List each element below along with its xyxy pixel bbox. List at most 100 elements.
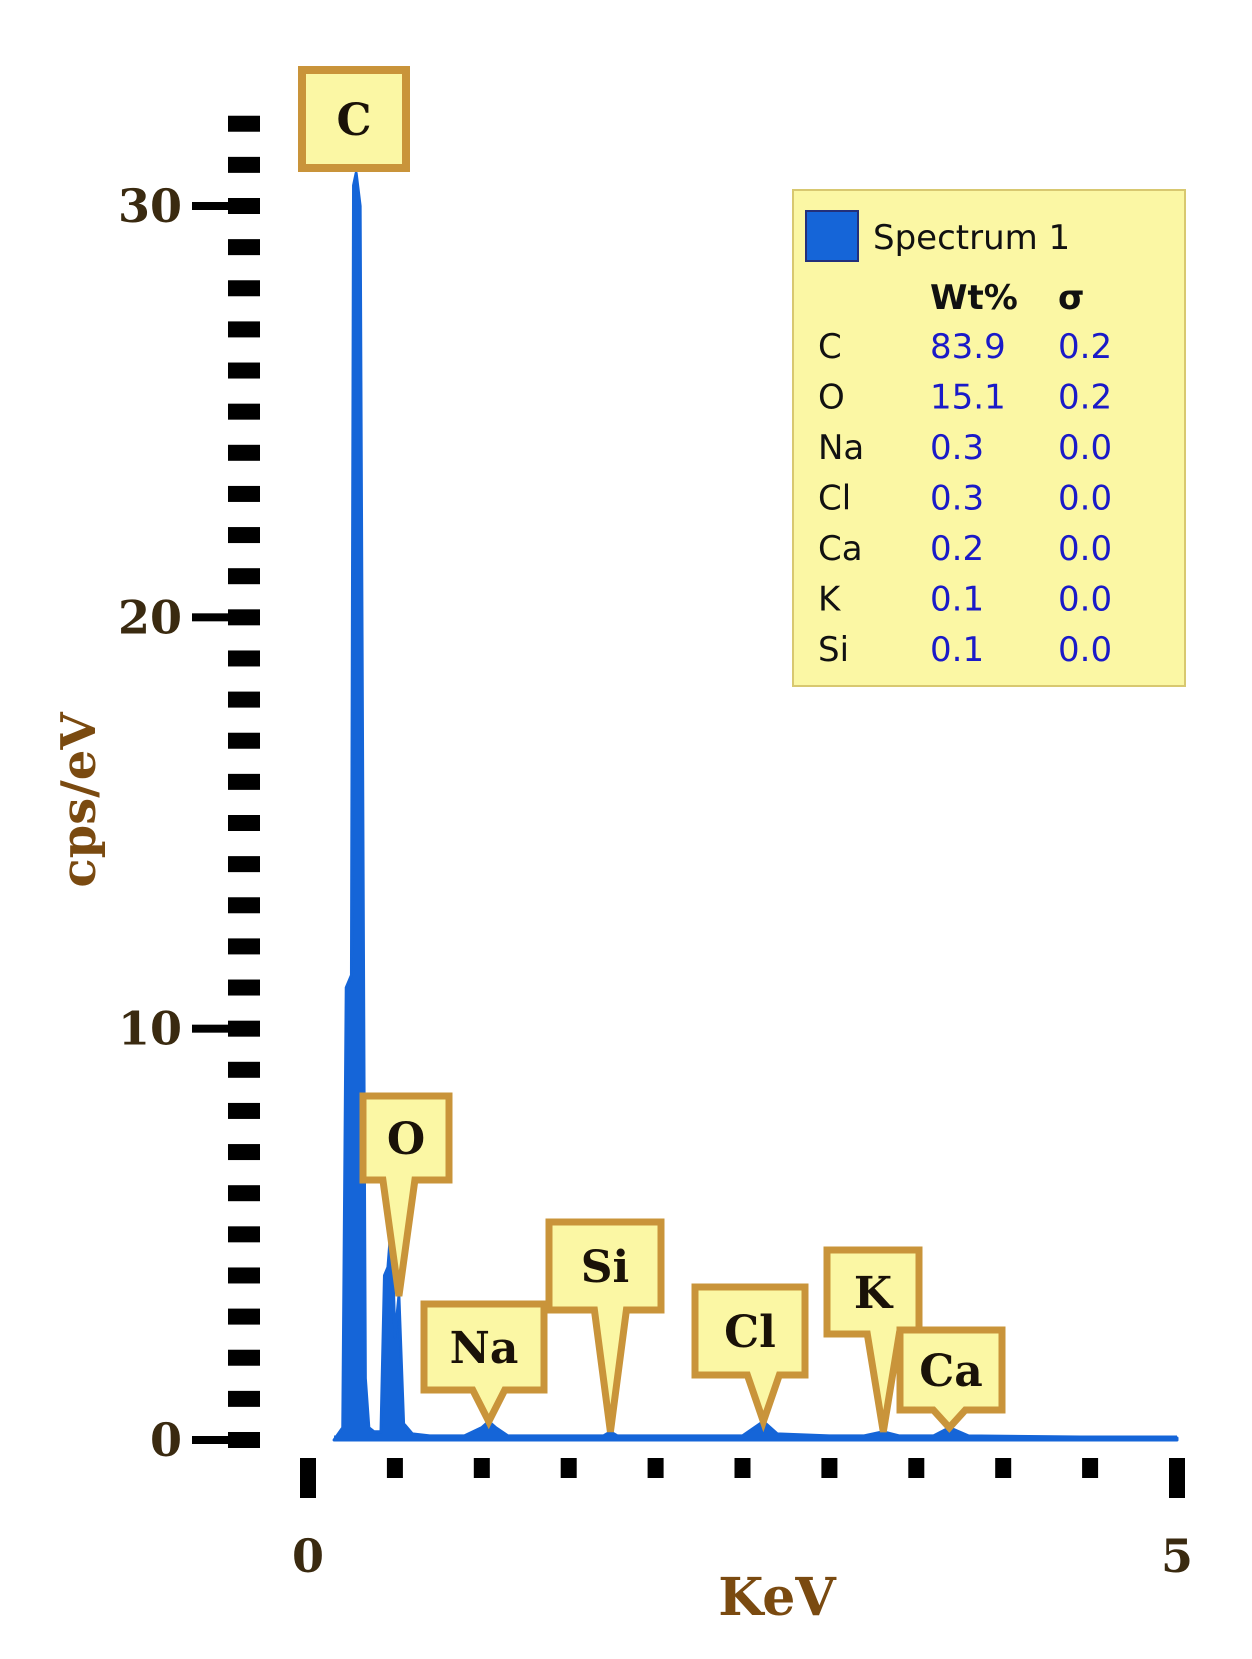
y-tick-label: 0 xyxy=(150,1413,182,1467)
y-minor-tick xyxy=(228,732,260,749)
y-minor-tick xyxy=(228,938,260,955)
y-axis-ticks xyxy=(192,115,260,1448)
peak-label-text: Cl xyxy=(724,1307,776,1358)
legend-row: Cl 0.3 0.0 xyxy=(818,479,1112,519)
peak-label-box xyxy=(823,1246,923,1433)
y-minor-tick xyxy=(228,650,260,667)
y-minor-tick xyxy=(228,1390,260,1407)
peak-label-text: C xyxy=(336,95,371,146)
legend-sigma-value: 0.0 xyxy=(1058,630,1112,670)
legend-row: O 15.1 0.2 xyxy=(818,378,1112,418)
peak-label-text: Si xyxy=(581,1242,630,1293)
legend-wt-value: 0.2 xyxy=(930,529,984,569)
peak-label-o: O xyxy=(359,1092,453,1297)
peak-label-text: O xyxy=(387,1114,425,1165)
legend-wt-value: 0.3 xyxy=(930,428,984,468)
peak-label-box xyxy=(359,1092,453,1297)
peak-label-box xyxy=(896,1326,1006,1433)
y-minor-tick xyxy=(228,115,260,132)
y-minor-tick xyxy=(228,691,260,708)
x-minor-tick xyxy=(473,1458,490,1478)
legend-wt-value: 0.3 xyxy=(930,479,984,519)
y-major-tick xyxy=(192,613,240,622)
peak-label-na: Na xyxy=(420,1300,548,1430)
y-minor-tick xyxy=(228,568,260,585)
y-minor-tick xyxy=(228,1185,260,1202)
legend-sigma-value: 0.0 xyxy=(1058,479,1112,519)
y-minor-tick xyxy=(228,280,260,297)
x-tick-label: 0 xyxy=(292,1529,324,1583)
legend-series-name: Spectrum 1 xyxy=(873,218,1070,258)
legend-row: C 83.9 0.2 xyxy=(818,327,1112,367)
y-minor-tick xyxy=(228,897,260,914)
y-axis-label: cps/eV xyxy=(51,712,107,888)
legend-row: K 0.1 0.0 xyxy=(818,580,1112,620)
y-minor-tick xyxy=(228,856,260,873)
peak-label-si: Si xyxy=(545,1218,665,1433)
legend-element: Cl xyxy=(818,479,851,519)
y-minor-tick xyxy=(228,321,260,338)
y-minor-tick xyxy=(228,1061,260,1078)
legend-element: Na xyxy=(818,428,864,468)
y-minor-tick xyxy=(228,1308,260,1325)
legend-wt-value: 83.9 xyxy=(930,327,1006,367)
x-tick-label: 5 xyxy=(1161,1529,1193,1583)
y-minor-tick xyxy=(228,1226,260,1243)
peak-label-box xyxy=(545,1218,665,1433)
y-minor-tick xyxy=(228,156,260,173)
peak-label-ca: Ca xyxy=(896,1326,1006,1433)
legend: Spectrum 1Wt% σC 83.9 0.2O 15.1 0.2Na 0.3 0.0Cl… xyxy=(792,189,1186,687)
legend-element: Ca xyxy=(818,529,863,569)
legend-sigma-value: 0.2 xyxy=(1058,327,1112,367)
peak-label-c: C xyxy=(298,66,410,172)
y-major-tick xyxy=(192,202,240,210)
y-tick-label: 20 xyxy=(118,590,182,644)
x-minor-tick xyxy=(908,1458,925,1478)
legend-wt-value: 0.1 xyxy=(930,630,984,670)
x-minor-tick xyxy=(560,1458,577,1478)
x-minor-tick xyxy=(1082,1458,1099,1478)
legend-box xyxy=(792,189,1186,687)
legend-element: Si xyxy=(818,630,849,670)
x-minor-tick xyxy=(995,1458,1012,1478)
legend-element: O xyxy=(818,378,845,418)
legend-wt-value: 15.1 xyxy=(930,378,1006,418)
x-major-tick xyxy=(300,1458,316,1498)
x-minor-tick xyxy=(386,1458,403,1478)
x-minor-tick xyxy=(647,1458,664,1478)
y-axis-tick-labels: 0 10 20 30 xyxy=(118,179,182,1467)
legend-row: Ca 0.2 0.0 xyxy=(818,529,1112,569)
y-major-tick xyxy=(192,1436,240,1444)
x-minor-tick xyxy=(821,1458,838,1478)
y-minor-tick xyxy=(228,239,260,256)
legend-header-sigma: σ xyxy=(1058,278,1084,318)
peak-label-cl: Cl xyxy=(691,1283,809,1433)
legend-header-wt: Wt% xyxy=(930,278,1018,318)
y-minor-tick xyxy=(228,1267,260,1284)
legend-element: K xyxy=(818,580,842,620)
peak-label-box xyxy=(420,1300,548,1430)
legend-row: Si 0.1 0.0 xyxy=(818,630,1112,670)
y-minor-tick xyxy=(228,527,260,544)
peak-label-text: Ca xyxy=(919,1346,983,1397)
y-minor-tick xyxy=(228,815,260,831)
legend-element: C xyxy=(818,327,842,367)
y-minor-tick xyxy=(228,485,260,502)
legend-row: Na 0.3 0.0 xyxy=(818,428,1112,468)
y-minor-tick xyxy=(228,1102,260,1119)
y-tick-label: 30 xyxy=(118,179,182,233)
peak-label-box xyxy=(298,66,410,172)
y-minor-tick xyxy=(228,773,260,790)
legend-sigma-value: 0.0 xyxy=(1058,580,1112,620)
peak-label-box xyxy=(691,1283,809,1433)
legend-sigma-value: 0.0 xyxy=(1058,428,1112,468)
legend-sigma-value: 0.2 xyxy=(1058,378,1112,418)
y-minor-tick xyxy=(228,979,260,996)
peak-label-k: K xyxy=(823,1246,923,1433)
legend-swatch xyxy=(805,210,859,262)
peak-label-text: Na xyxy=(450,1323,519,1374)
y-minor-tick xyxy=(228,1349,260,1366)
